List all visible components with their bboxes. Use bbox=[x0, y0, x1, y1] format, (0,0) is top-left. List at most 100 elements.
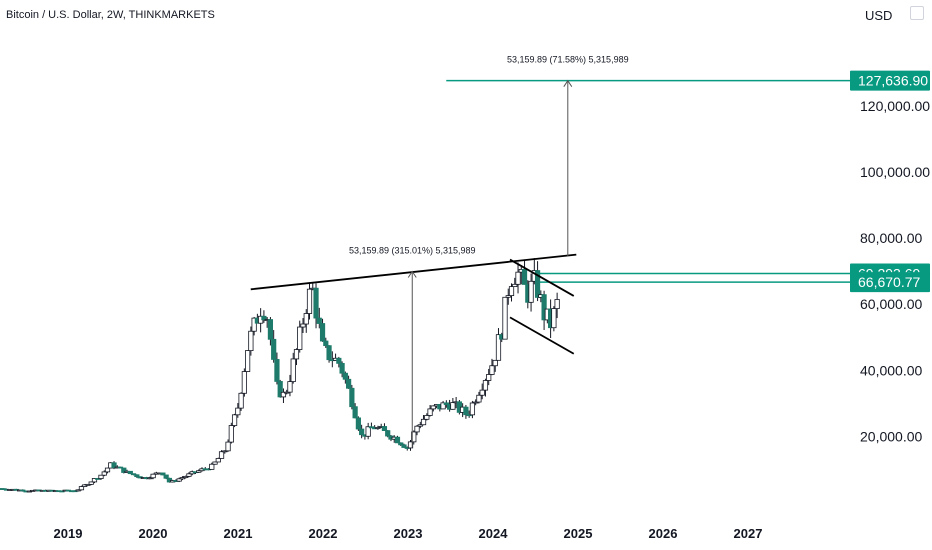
candle-up bbox=[218, 451, 225, 459]
candle-down bbox=[349, 387, 355, 408]
candle-up bbox=[489, 365, 495, 375]
candle-down bbox=[127, 470, 133, 475]
candle-up bbox=[176, 478, 182, 482]
candle-down bbox=[541, 294, 547, 321]
candle-up bbox=[280, 391, 287, 398]
candle-down bbox=[339, 362, 345, 374]
x-tick-label: 2020 bbox=[139, 526, 168, 541]
candle-down bbox=[267, 319, 274, 340]
candle-down bbox=[111, 462, 117, 469]
candle-down bbox=[336, 357, 342, 364]
candle-down bbox=[463, 406, 469, 416]
price-tag-label: 66,670.77 bbox=[858, 274, 920, 290]
candle-up bbox=[238, 392, 244, 409]
candle-up bbox=[225, 441, 231, 452]
candle-up bbox=[287, 381, 293, 393]
candle-up bbox=[241, 371, 247, 394]
x-tick-label: 2021 bbox=[224, 526, 253, 541]
candle-up bbox=[85, 483, 91, 486]
x-tick-label: 2024 bbox=[479, 526, 509, 541]
candle-up bbox=[88, 481, 94, 485]
candle-up bbox=[104, 467, 111, 473]
candle-up bbox=[300, 323, 306, 328]
candle-up bbox=[505, 295, 511, 298]
candle-up bbox=[482, 380, 489, 391]
candle-down bbox=[261, 315, 267, 321]
x-tick-label: 2022 bbox=[309, 526, 338, 541]
settings-icon[interactable] bbox=[910, 6, 924, 20]
candle-down bbox=[394, 436, 401, 444]
candle-down bbox=[323, 340, 329, 347]
candle-up bbox=[469, 402, 476, 416]
candle-up bbox=[303, 313, 309, 325]
candle-up bbox=[411, 431, 417, 443]
candle-down bbox=[95, 478, 101, 480]
candle-up bbox=[231, 414, 238, 426]
candle-down bbox=[20, 489, 26, 492]
y-tick-label: 120,000.00 bbox=[860, 98, 930, 114]
candle-up bbox=[98, 474, 104, 479]
candle-down bbox=[398, 442, 404, 446]
y-tick-label: 80,000.00 bbox=[860, 230, 922, 246]
candle-up bbox=[551, 308, 557, 329]
candle-down bbox=[319, 323, 326, 342]
candle-up bbox=[417, 424, 423, 427]
candle-up bbox=[473, 401, 479, 404]
candle-up bbox=[424, 415, 430, 420]
candle-up bbox=[222, 450, 228, 453]
measure-arrowhead bbox=[407, 270, 417, 278]
x-tick-label: 2027 bbox=[734, 526, 763, 541]
price-tag bbox=[850, 272, 930, 293]
candle-down bbox=[163, 474, 169, 479]
candle-down bbox=[346, 378, 352, 389]
candle-up bbox=[209, 463, 215, 470]
candle-up bbox=[440, 402, 446, 410]
y-tick-label: 20,000.00 bbox=[860, 428, 922, 444]
candle-up bbox=[235, 407, 241, 416]
candle-up bbox=[75, 489, 81, 492]
neckline-trendline bbox=[250, 253, 577, 291]
candle-up bbox=[293, 349, 300, 360]
x-tick-label: 2025 bbox=[564, 526, 593, 541]
candle-down bbox=[355, 417, 361, 430]
candle-up bbox=[479, 389, 485, 396]
candle-up bbox=[365, 426, 371, 437]
candle-up bbox=[248, 330, 254, 352]
candle-up bbox=[554, 299, 560, 309]
candle-down bbox=[401, 444, 407, 448]
candle-down bbox=[342, 372, 348, 380]
candle-up bbox=[508, 286, 515, 297]
candle-up bbox=[91, 478, 98, 483]
candle-up bbox=[420, 418, 427, 426]
candle-down bbox=[521, 268, 528, 285]
candle-up bbox=[512, 283, 518, 288]
candle-up bbox=[186, 473, 192, 477]
candle-up bbox=[430, 405, 436, 410]
candle-down bbox=[316, 317, 322, 324]
candle-down bbox=[274, 359, 280, 382]
measure-arrowhead bbox=[563, 79, 573, 87]
y-tick-label: 100,000.00 bbox=[860, 164, 930, 180]
price-tag bbox=[850, 70, 930, 91]
candle-down bbox=[326, 345, 332, 361]
candle-down bbox=[271, 338, 277, 360]
candle-down bbox=[277, 381, 283, 398]
candle-up bbox=[179, 477, 186, 480]
candle-down bbox=[313, 287, 319, 319]
candle-up bbox=[486, 374, 492, 381]
candle-down bbox=[385, 430, 391, 437]
candle-down bbox=[134, 474, 140, 478]
candle-up bbox=[196, 470, 202, 473]
candle-down bbox=[352, 406, 358, 419]
candle-up bbox=[306, 288, 313, 314]
currency-label: USD bbox=[865, 8, 893, 23]
candle-up bbox=[414, 425, 420, 433]
candle-up bbox=[284, 391, 290, 394]
candle-up bbox=[147, 477, 153, 480]
candle-up bbox=[492, 359, 498, 367]
price-tag-label: 127,636.90 bbox=[858, 73, 928, 89]
candle-up bbox=[476, 394, 482, 403]
candle-up bbox=[528, 280, 534, 303]
measure-label: 53,159.89 (71.58%) 5,315,989 bbox=[507, 55, 629, 65]
